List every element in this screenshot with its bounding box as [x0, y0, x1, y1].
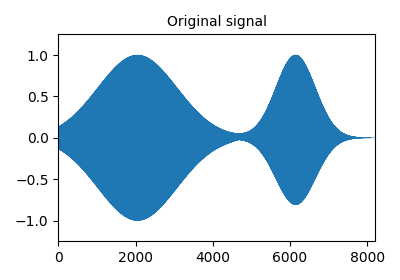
- Title: Original signal: Original signal: [166, 15, 266, 29]
